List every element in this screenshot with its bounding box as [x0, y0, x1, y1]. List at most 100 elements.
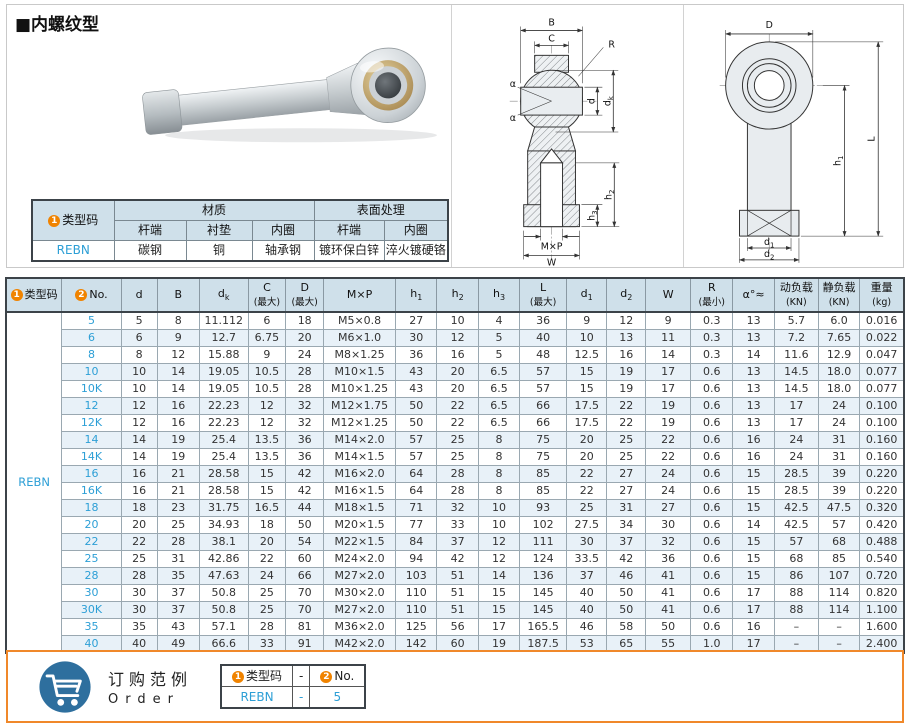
table-cell: 165.5 [519, 617, 567, 636]
part-number-link[interactable]: 28 [61, 566, 122, 585]
table-cell: 23 [156, 498, 200, 517]
table-cell: 12.7 [198, 328, 249, 347]
type-code-cell[interactable]: REBN [5, 311, 63, 654]
table-cell: 36 [395, 345, 438, 364]
table-cell: 30 [120, 600, 158, 619]
part-number-link[interactable]: 30 [61, 583, 122, 602]
table-cell: 15 [732, 481, 775, 500]
spec-value-inner-ring: 轴承钢 [251, 240, 315, 262]
table-cell: M20×1.5 [323, 515, 397, 534]
table-cell: 70 [285, 600, 325, 619]
table-cell: 12.9 [817, 345, 861, 364]
table-cell: 64 [395, 481, 438, 500]
table-cell: 88 [773, 583, 819, 602]
table-cell: 15 [732, 532, 775, 551]
table-cell: 25 [247, 600, 287, 619]
table-cell: 71 [395, 498, 438, 517]
part-number-link[interactable]: 5 [61, 311, 122, 330]
part-number-link[interactable]: 35 [61, 617, 122, 636]
table-cell: 0.100 [859, 396, 905, 415]
table-cell: 9 [645, 311, 692, 330]
table-cell: 75 [519, 447, 567, 466]
table-cell: 10 [565, 328, 608, 347]
spec-value-type-code[interactable]: REBN [31, 240, 115, 262]
table-cell: 14 [732, 515, 775, 534]
order-value-no[interactable]: 5 [309, 686, 366, 709]
table-row: 30K 30 37 50.8 25 70 M27×2.0 110 51 15 145 40 50 41 0.… [6, 600, 905, 619]
dim-label-h1: h1 [833, 156, 845, 166]
part-number-link[interactable]: 16K [61, 481, 122, 500]
table-cell: 0.6 [690, 447, 734, 466]
table-cell: 66.6 [198, 634, 249, 654]
table-cell: 0.3 [690, 328, 734, 347]
part-number-link[interactable]: 6 [61, 328, 122, 347]
part-number-link[interactable]: 12 [61, 396, 122, 415]
table-cell: M24×2.0 [323, 549, 397, 568]
part-number-link[interactable]: 18 [61, 498, 122, 517]
table-cell: 8 [156, 311, 200, 330]
table-cell: 39 [817, 481, 861, 500]
table-cell: 187.5 [519, 634, 567, 654]
part-number-link[interactable]: 14K [61, 447, 122, 466]
part-number-link[interactable]: 22 [61, 532, 122, 551]
table-cell: 13.5 [247, 430, 287, 449]
table-cell: 0.6 [690, 549, 734, 568]
table-cell: 1.100 [859, 600, 905, 619]
table-cell: 22 [645, 430, 692, 449]
table-cell: 18 [247, 515, 287, 534]
table-cell: 16 [732, 430, 775, 449]
table-cell: 13.5 [247, 447, 287, 466]
part-number-link[interactable]: 14 [61, 430, 122, 449]
part-number-link[interactable]: 20 [61, 515, 122, 534]
table-cell: M27×2.0 [323, 600, 397, 619]
table-cell: 17 [773, 413, 819, 432]
table-cell: 6.5 [477, 396, 521, 415]
table-cell: 34.93 [198, 515, 249, 534]
table-cell: 111 [519, 532, 567, 551]
spec-subheader-liner: 衬垫 [185, 220, 253, 241]
part-number-link[interactable]: 8 [61, 345, 122, 364]
table-cell: 15 [732, 566, 775, 585]
table-cell: 37 [606, 532, 647, 551]
part-number-link[interactable]: 30K [61, 600, 122, 619]
table-cell: 17.5 [565, 396, 608, 415]
order-value-type-code[interactable]: REBN [220, 686, 294, 709]
table-cell: 16 [732, 447, 775, 466]
table-cell: 85 [817, 549, 861, 568]
table-cell: 18 [285, 311, 325, 330]
part-number-link[interactable]: 25 [61, 549, 122, 568]
table-cell: 93 [519, 498, 567, 517]
part-number-link[interactable]: 12K [61, 413, 122, 432]
part-number-link[interactable]: 10K [61, 379, 122, 398]
table-cell: 0.077 [859, 379, 905, 398]
table-cell: 6 [120, 328, 158, 347]
part-number-link[interactable]: 10 [61, 362, 122, 381]
order-col-type-code: 1 类型码 [220, 664, 294, 687]
table-cell: 13 [606, 328, 647, 347]
table-cell: 22.23 [198, 413, 249, 432]
spec-header-material: 材质 [113, 199, 315, 221]
spec-subheader-inner-ring: 内圈 [251, 220, 315, 241]
table-cell: 57 [519, 362, 567, 381]
table-cell: 18 [120, 498, 158, 517]
table-cell: 27.5 [565, 515, 608, 534]
table-cell: 0.6 [690, 566, 734, 585]
main-table-body: REBN 5 5 8 11.112 6 18 M5×0.8 27 10 4 36 9 12 9 0.3 13 5.… [5, 311, 905, 654]
table-row: 28 28 35 47.63 24 66 M27×2.0 103 51 14 136 37 46 41 0.… [6, 566, 905, 585]
table-cell: 10.5 [247, 379, 287, 398]
table-cell: 32 [285, 396, 325, 415]
table-cell: 19 [645, 413, 692, 432]
table-cell: 17 [645, 379, 692, 398]
table-cell: 6.75 [247, 328, 287, 347]
table-row: 8 8 12 15.88 9 24 M8×1.25 36 16 5 48 12.5 16 14 0.3 14 1… [6, 345, 905, 364]
product-photo [135, 43, 457, 147]
part-number-link[interactable]: 16 [61, 464, 122, 483]
table-cell: 0.3 [690, 345, 734, 364]
table-cell: 66 [285, 566, 325, 585]
spec-value-rod-end: 碳钢 [113, 240, 187, 262]
table-cell: 10 [477, 515, 521, 534]
table-cell: 20 [120, 515, 158, 534]
table-cell: 40 [565, 583, 608, 602]
table-row: 22 22 28 38.1 20 54 M22×1.5 84 37 12 111 30 37 32 0.6 1… [6, 532, 905, 551]
table-row: 30 30 37 50.8 25 70 M30×2.0 110 51 15 145 40 50 41 0.6… [6, 583, 905, 602]
